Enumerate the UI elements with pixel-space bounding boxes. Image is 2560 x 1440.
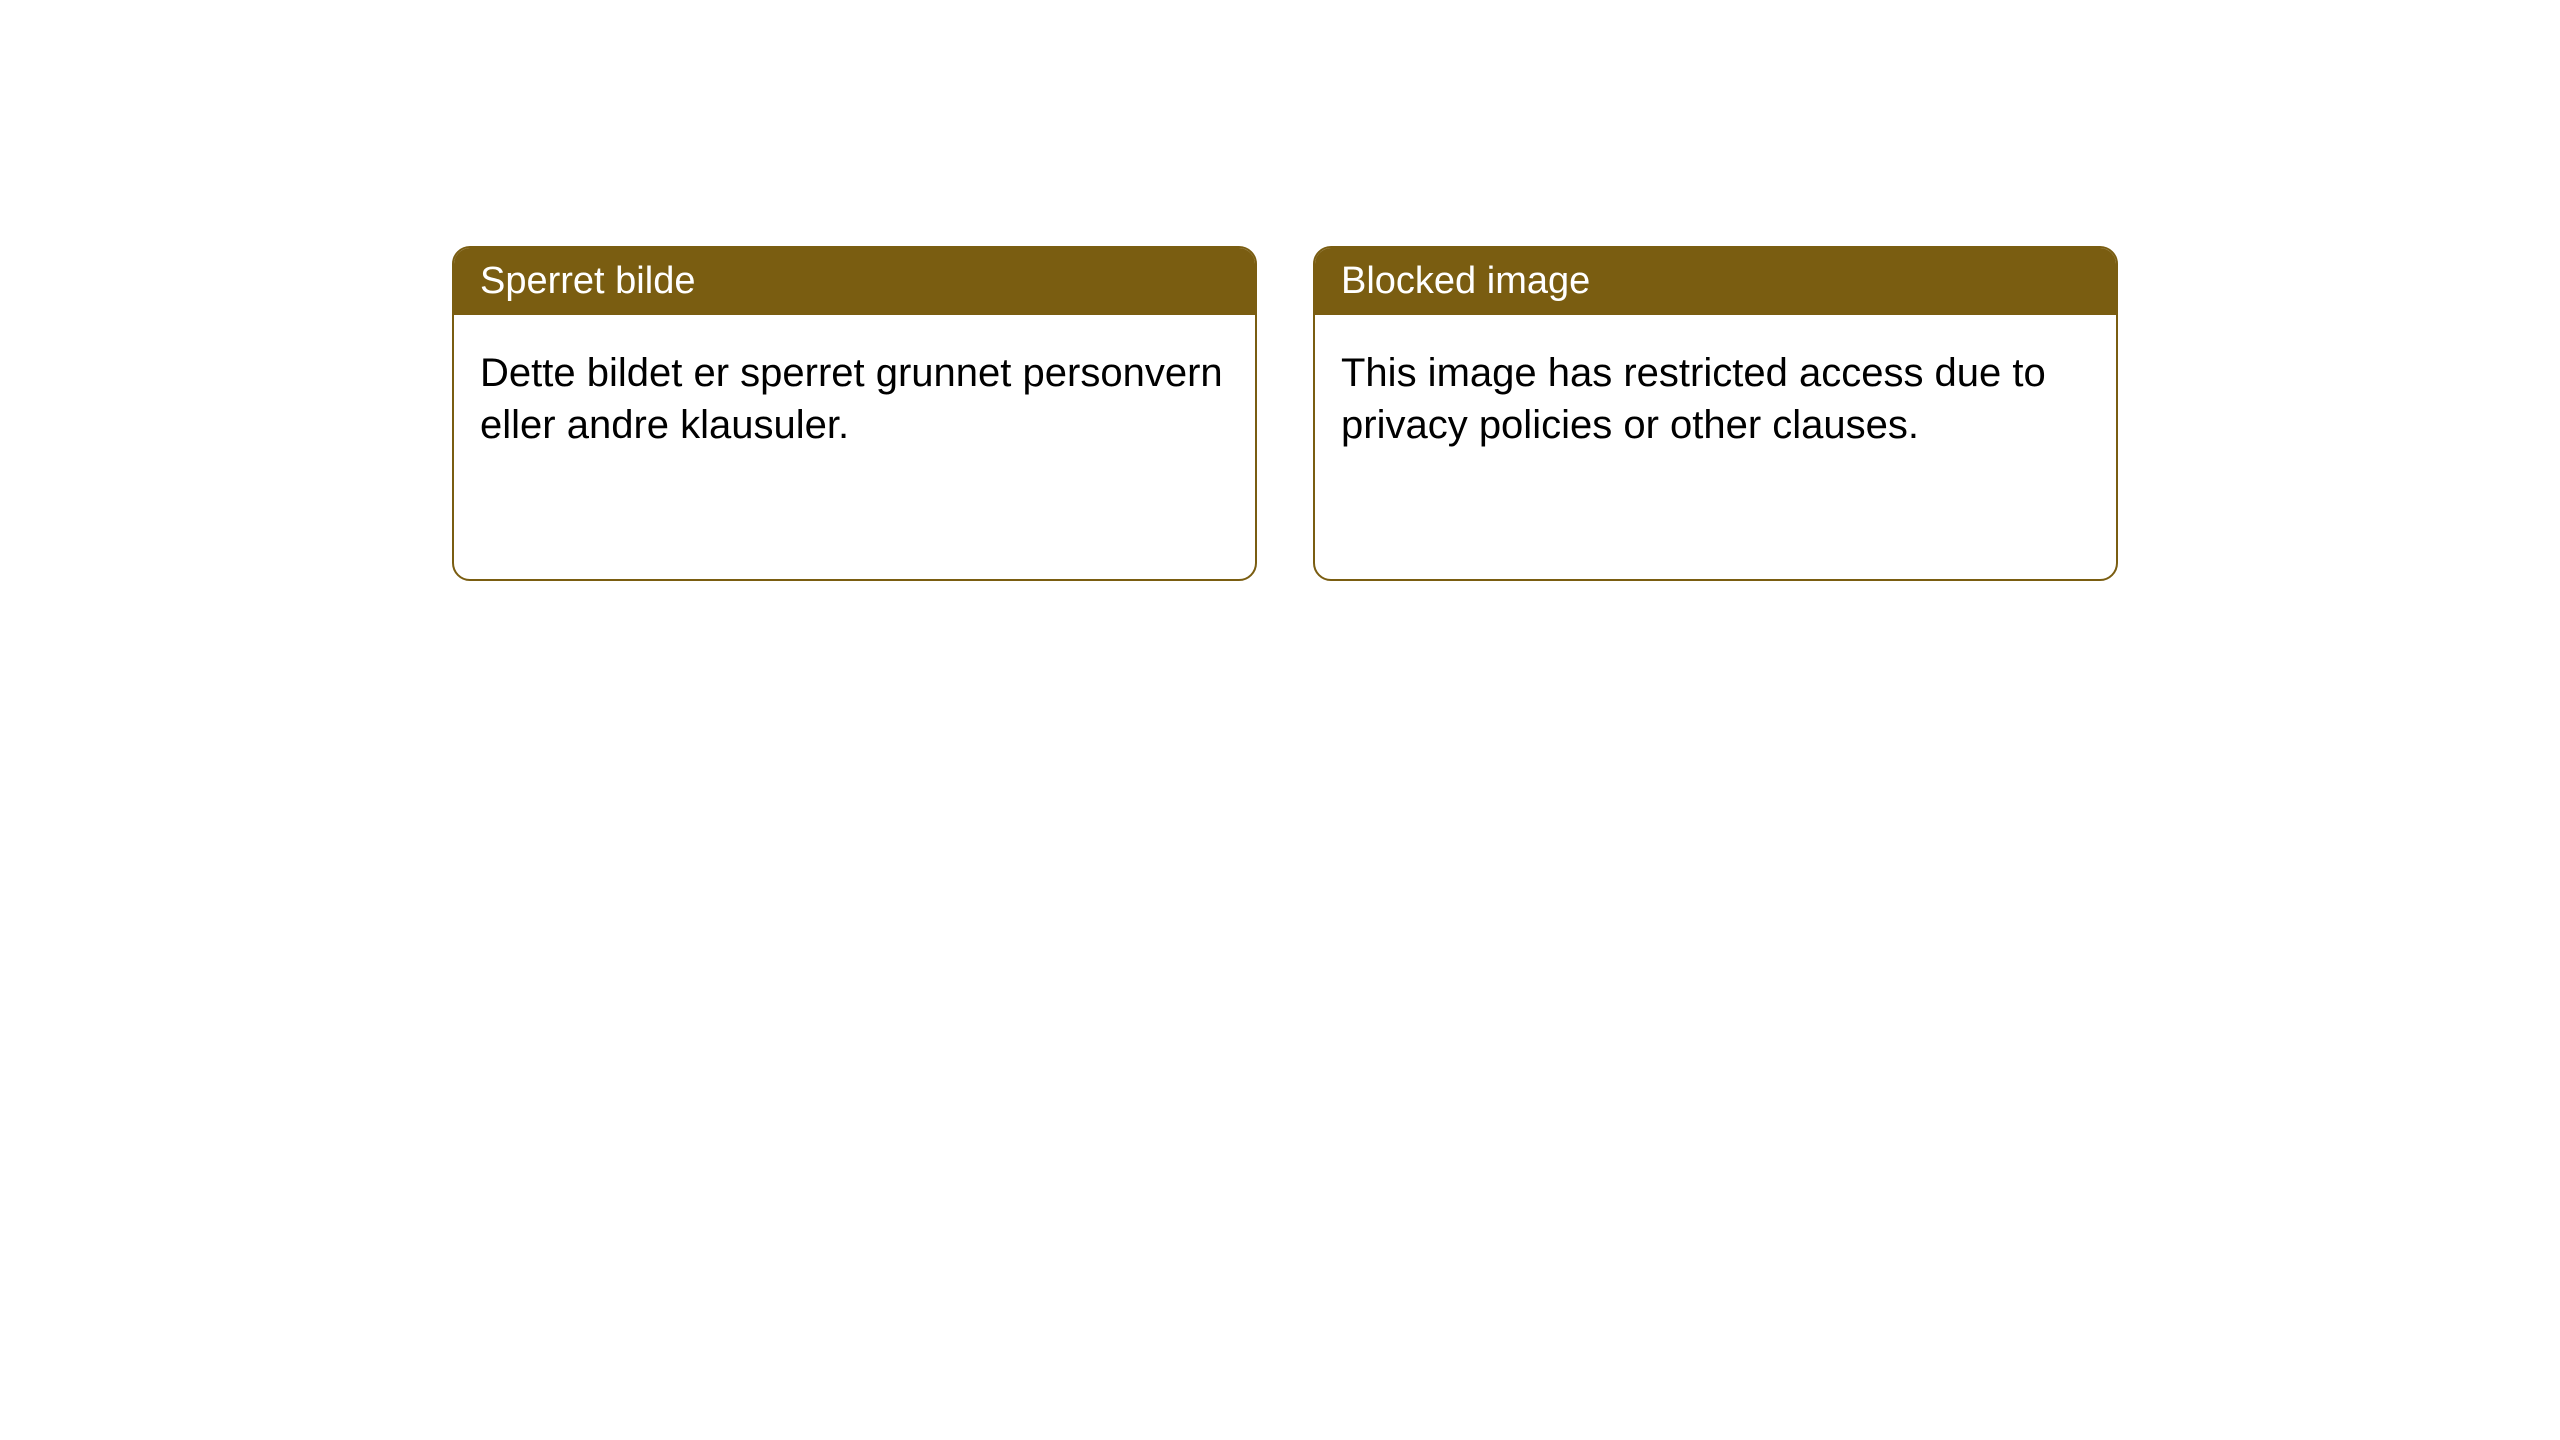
notice-box-norwegian: Sperret bilde Dette bildet er sperret gr… [452,246,1257,581]
notice-header: Blocked image [1315,248,2116,315]
notice-box-english: Blocked image This image has restricted … [1313,246,2118,581]
notice-body: This image has restricted access due to … [1315,315,2116,483]
notice-container: Sperret bilde Dette bildet er sperret gr… [0,0,2560,581]
notice-body: Dette bildet er sperret grunnet personve… [454,315,1255,483]
notice-header: Sperret bilde [454,248,1255,315]
